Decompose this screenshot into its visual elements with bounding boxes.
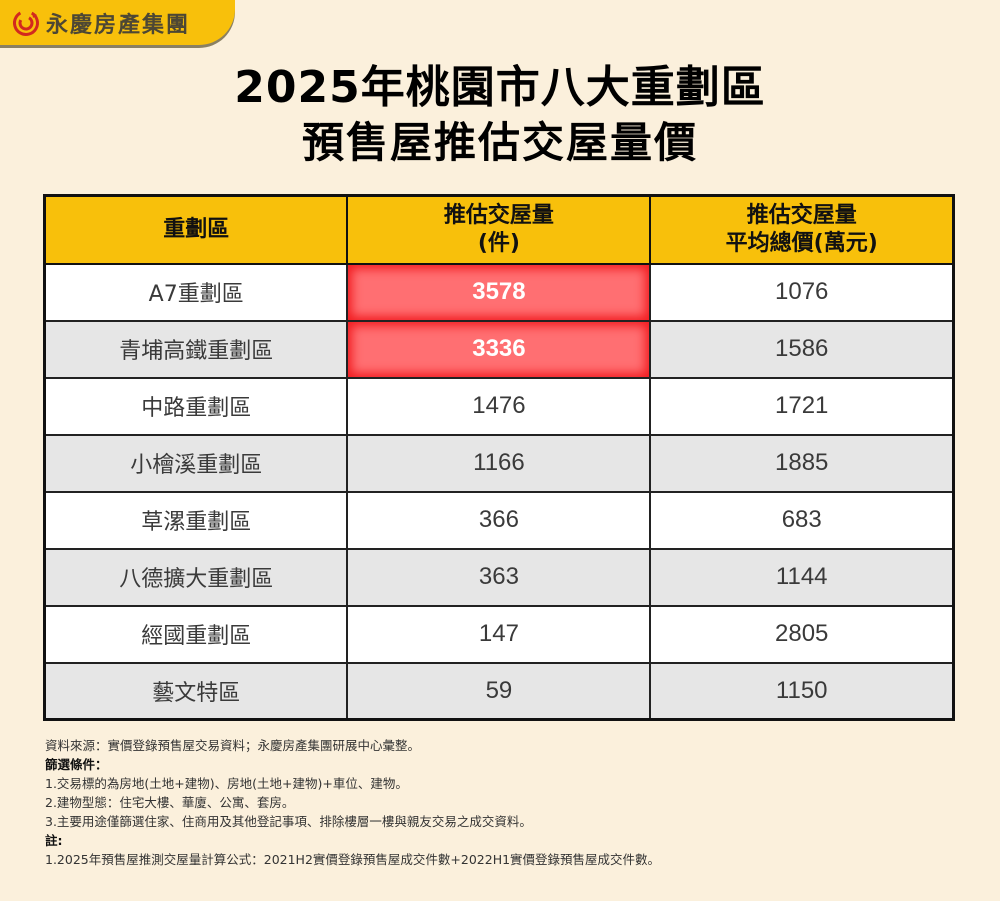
brand-header: 永慶房產集團 [0,0,235,45]
source-note: 資料來源：實價登錄預售屋交易資料；永慶房產集團研展中心彙整。 [45,738,421,753]
volume-cell-highlight: 3336 [346,319,652,379]
district-cell: 中路重劃區 [43,376,349,436]
district-cell: 小檜溪重劃區 [43,433,349,493]
avg-price-cell: 2805 [649,604,955,664]
title-line-1: 2025年桃園市八大重劃區 [234,62,766,113]
title-line-2: 預售屋推估交屋量價 [301,118,698,167]
district-cell: 草漯重劃區 [43,490,349,550]
table-row: 青埔高鐵重劃區 3336 1586 [43,319,955,379]
header-district: 重劃區 [43,194,349,265]
table-row: 小檜溪重劃區 1166 1885 [43,433,955,493]
district-cell: 藝文特區 [43,661,349,721]
volume-cell: 147 [346,604,652,664]
table-row: 八德擴大重劃區 363 1144 [43,547,955,607]
page-title: 2025年桃園市八大重劃區 預售屋推估交屋量價 [0,62,1000,170]
volume-cell: 366 [346,490,652,550]
header-avg-price: 推估交屋量 平均總價(萬元) [649,194,955,265]
table-row: 中路重劃區 1476 1721 [43,376,955,436]
avg-price-cell: 1144 [649,547,955,607]
filter-title: 篩選條件： [45,757,108,772]
district-cell: 青埔高鐵重劃區 [43,319,349,379]
filter-item: 1.交易標的為房地(土地+建物)、房地(土地+建物)+車位、建物。 [45,776,408,791]
volume-cell-highlight: 3578 [346,262,652,322]
remark-item: 1.2025年預售屋推測交屋量計算公式：2021H2實價登錄預售屋成交件數+20… [45,852,661,867]
filter-item: 2.建物型態：住宅大樓、華廈、公寓、套房。 [45,795,295,810]
filter-item: 3.主要用途僅篩選住家、住商用及其他登記事項、排除樓層一樓與親友交易之成交資料。 [45,814,532,829]
table-row: 經國重劃區 147 2805 [43,604,955,664]
header-volume: 推估交屋量 (件) [346,194,652,265]
table-row: 藝文特區 59 1150 [43,661,955,721]
avg-price-cell: 1721 [649,376,955,436]
table-row: 草漯重劃區 366 683 [43,490,955,550]
volume-cell: 1166 [346,433,652,493]
volume-cell: 59 [346,661,652,721]
district-cell: 八德擴大重劃區 [43,547,349,607]
spiral-arrow-logo-icon [13,9,39,36]
volume-cell: 1476 [346,376,652,436]
avg-price-cell: 1150 [649,661,955,721]
avg-price-cell: 683 [649,490,955,550]
avg-price-cell: 1586 [649,319,955,379]
volume-cell: 363 [346,547,652,607]
footnotes: 資料來源：實價登錄預售屋交易資料；永慶房產集團研展中心彙整。 篩選條件： 1.交… [45,736,660,869]
avg-price-cell: 1076 [649,262,955,322]
district-cell: 經國重劃區 [43,604,349,664]
district-cell: A7重劃區 [43,262,349,322]
remark-title: 註: [45,833,63,848]
avg-price-cell: 1885 [649,433,955,493]
brand-name: 永慶房產集團 [46,12,191,38]
table-row: A7重劃區 3578 1076 [43,262,955,322]
table-header-row: 重劃區 推估交屋量 (件) 推估交屋量 平均總價(萬元) [43,194,955,265]
data-table: 重劃區 推估交屋量 (件) 推估交屋量 平均總價(萬元) A7重劃區 3578 … [43,194,955,721]
